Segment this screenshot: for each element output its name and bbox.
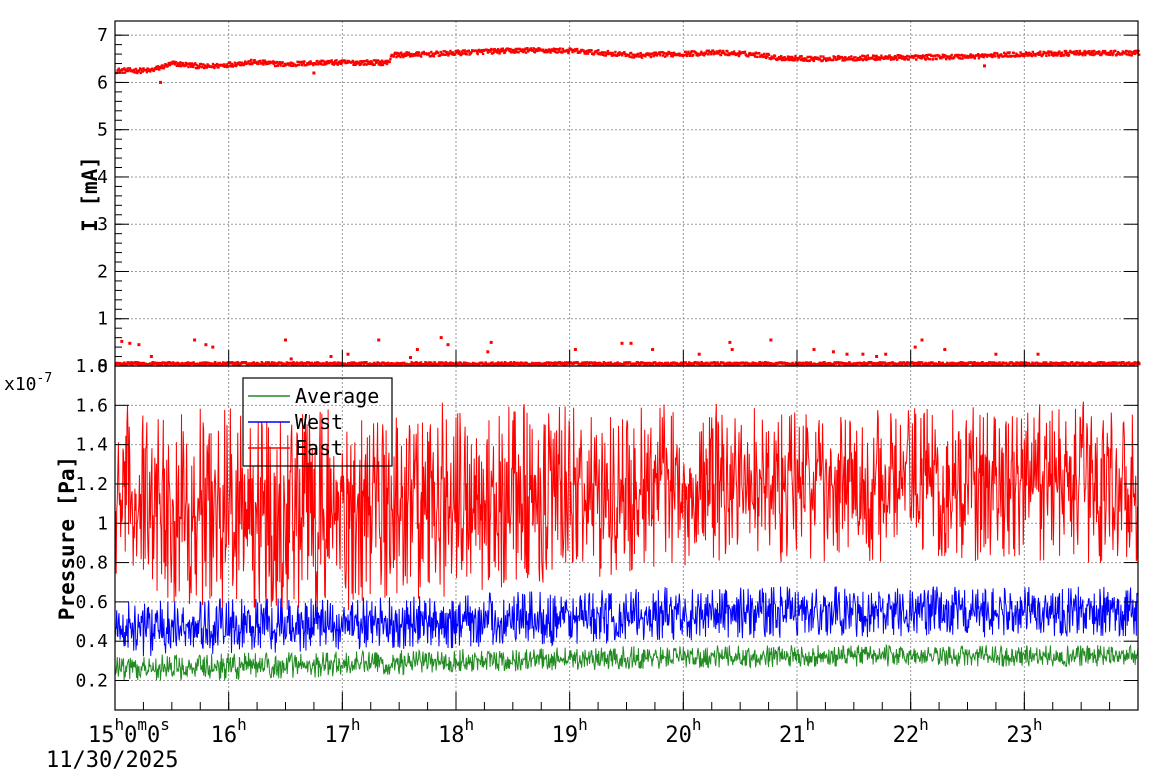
current-outlier-point <box>377 338 381 342</box>
current-plot-frame <box>114 20 1139 367</box>
pressure-y-tick-label: 1 <box>97 513 108 534</box>
pressure-y-tick-label: 1.8 <box>75 356 108 377</box>
pressure-series <box>114 401 1139 681</box>
time-tick-label: 16h <box>211 715 247 748</box>
current-y-tick-label: 3 <box>97 214 108 235</box>
current-y-tick-label: 2 <box>97 261 108 282</box>
current-outlier-point <box>193 338 197 342</box>
pressure-panel: 0.20.40.60.811.21.41.61.8 Pressure [Pa] … <box>4 356 1139 773</box>
legend-label-average: Average <box>295 384 379 408</box>
current-outlier-point <box>697 352 701 356</box>
current-outlier-point <box>629 341 633 345</box>
current-outlier-point <box>346 352 350 356</box>
pressure-y-tick-label: 1.2 <box>75 474 108 495</box>
legend-label-east: East <box>295 436 343 460</box>
current-outlier-point <box>149 355 153 358</box>
current-series <box>115 47 1141 367</box>
time-tick-label: 20h <box>665 715 701 748</box>
current-outlier-point <box>943 348 947 351</box>
current-outlier-point <box>486 350 490 354</box>
current-outlier-point <box>289 357 293 361</box>
current-y-tick-label: 1 <box>97 309 108 330</box>
current-panel: 0 1 2 3 4 5 6 7 I [mA] <box>78 20 1141 377</box>
current-y-tick-label: 6 <box>97 72 108 93</box>
current-outlier-point <box>913 345 917 349</box>
legend-box <box>242 377 393 467</box>
pressure-series-west <box>114 586 1139 657</box>
current-outlier-point <box>728 340 732 344</box>
pressure-y-tick-label: 0.4 <box>75 631 108 652</box>
pressure-y-tick-label: 0.6 <box>75 592 108 613</box>
date-label: 11/30/2025 <box>46 748 178 773</box>
current-outlier-point <box>211 345 215 349</box>
current-outlier-point <box>730 348 734 351</box>
legend-label-west: West <box>295 410 343 434</box>
current-y-tick-label: 7 <box>97 25 108 46</box>
current-y-tick-label: 4 <box>97 167 108 188</box>
current-outlier-point <box>573 348 577 351</box>
current-outlier-point <box>415 348 419 351</box>
current-outlier-point <box>845 352 849 356</box>
current-baseline-points <box>115 361 1141 367</box>
current-axis-ticks: 0 1 2 3 4 5 6 7 <box>97 25 1138 377</box>
current-outlier-point <box>620 341 624 345</box>
pressure-series-average <box>114 643 1139 681</box>
pressure-axis-ticks: 0.2 0.4 0.6 0.8 1 1.2 1.4 1.6 1.8 <box>75 356 1138 710</box>
current-outlier-point <box>769 338 773 342</box>
current-outlier-point <box>831 350 835 354</box>
current-y-tick-label: 0 <box>97 356 108 377</box>
current-outlier-point <box>312 71 316 75</box>
time-tick-label: 23h <box>1006 715 1042 748</box>
pressure-y-tick-label: 0.8 <box>75 553 108 574</box>
pressure-y-tick-label: 1.6 <box>75 395 108 416</box>
current-outlier-point <box>875 355 879 358</box>
current-outlier-point <box>409 356 412 359</box>
pressure-grid <box>115 365 1138 710</box>
pressure-series-east <box>114 401 1139 611</box>
current-outlier-point <box>983 64 986 68</box>
current-main-points <box>115 47 1141 75</box>
pressure-plot-frame <box>114 365 1139 711</box>
time-tick-label: 22h <box>893 715 929 748</box>
pressure-y-exponent: x10-7 <box>4 371 52 395</box>
current-outlier-point <box>884 352 888 356</box>
current-outlier-point <box>329 355 333 358</box>
current-y-tick-label: 5 <box>97 120 108 141</box>
current-outlier-point <box>920 338 924 342</box>
current-outlier-point <box>204 343 208 347</box>
current-outlier-point <box>994 352 998 356</box>
time-tick-label: 21h <box>779 715 815 748</box>
time-axis-labels: 15h0m0s 16h 17h 18h 19h 20h 21h 22h 23h <box>88 715 1042 748</box>
time-tick-label: 18h <box>438 715 474 748</box>
current-outlier-point <box>137 343 141 347</box>
time-tick-label: 17h <box>324 715 360 748</box>
current-outlier-point <box>284 338 287 342</box>
current-outlier-point <box>489 340 493 344</box>
current-outlier-point <box>1036 352 1040 356</box>
pressure-y-axis-title: Pressure [Pa] <box>55 456 79 620</box>
current-outlier-point <box>439 336 443 340</box>
current-outlier-point <box>651 348 655 351</box>
current-outlier-point <box>446 343 450 347</box>
current-outlier-point <box>128 341 132 345</box>
time-tick-label: 15h0m0s <box>88 715 170 748</box>
current-outlier-point <box>120 339 124 343</box>
pressure-y-tick-label: 1.4 <box>75 435 108 456</box>
current-grid <box>115 21 1138 366</box>
current-outlier-point <box>159 80 162 84</box>
current-outlier-point <box>861 352 865 356</box>
time-tick-label: 19h <box>552 715 588 748</box>
current-y-axis-title: I [mA] <box>78 156 102 232</box>
current-outlier-point <box>812 348 816 351</box>
pressure-y-tick-label: 0.2 <box>75 671 108 692</box>
